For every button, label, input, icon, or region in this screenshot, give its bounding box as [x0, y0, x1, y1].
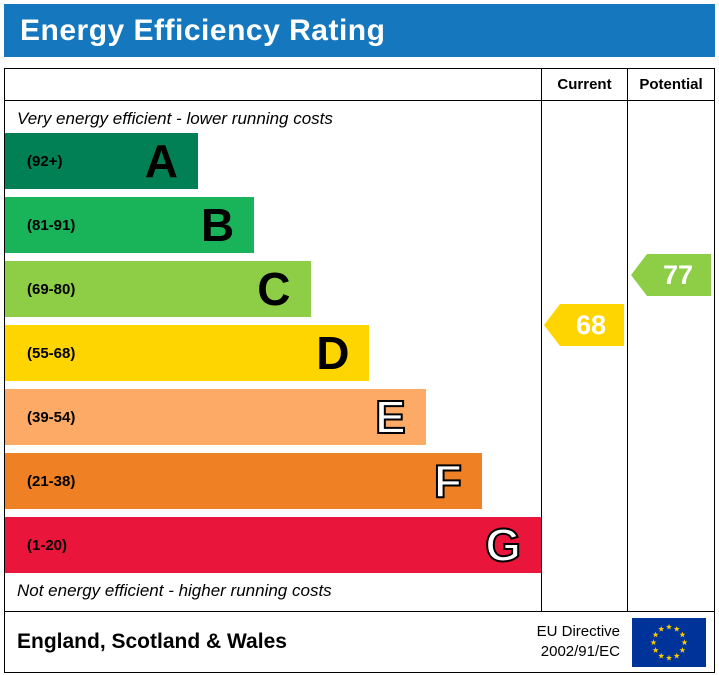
bottom-note: Not energy efficient - higher running co… — [17, 581, 332, 600]
band-row-a: (92+) A — [5, 133, 541, 189]
band-row-f: (21-38) F — [5, 453, 541, 509]
band-row-d: (55-68) D — [5, 325, 541, 381]
eu-directive-line1: EU Directive — [536, 623, 620, 640]
band-letter-b: B — [201, 199, 235, 251]
band-letter-e: E — [374, 391, 407, 443]
band-bar-e: (39-54) E — [5, 389, 426, 445]
top-note: Very energy efficient - lower running co… — [17, 109, 333, 128]
band-row-b: (81-91) B — [5, 197, 541, 253]
potential-rating-marker: 77 — [631, 254, 711, 296]
chart-header-row — [5, 69, 714, 101]
band-range-label-d: (55-68) — [27, 344, 76, 362]
band-range-label-f: (21-38) — [27, 472, 76, 490]
eu-directive-text: EU Directive 2002/91/EC — [537, 622, 620, 662]
band-letter-a: A — [144, 135, 178, 187]
band-bar-b: (81-91) B — [5, 197, 255, 253]
column-header-current: Current — [557, 76, 612, 93]
band-letter-c: C — [257, 263, 291, 315]
rating-chart: Current Potential Very energy efficient … — [4, 68, 715, 612]
column-header-potential: Potential — [639, 76, 703, 93]
banner: Energy Efficiency Rating — [4, 4, 715, 57]
band-letter-d: D — [316, 327, 350, 379]
band-range-label-b: (81-91) — [27, 216, 76, 234]
band-bar-c: (69-80) C — [5, 261, 311, 317]
potential-column-divider — [627, 69, 628, 611]
band-range-label-a: (92+) — [27, 152, 63, 170]
eu-directive-line2: 2002/91/EC — [540, 643, 620, 660]
band-row-g: (1-20) G — [5, 517, 541, 573]
band-row-c: (69-80) C — [5, 261, 541, 317]
band-range-label-g: (1-20) — [27, 536, 68, 554]
current-column-divider — [541, 69, 542, 611]
band-range-label-e: (39-54) — [27, 408, 76, 426]
footer-right: EU Directive 2002/91/EC — [537, 617, 714, 667]
band-range-label-c: (69-80) — [27, 280, 76, 298]
band-bar-d: (55-68) D — [5, 325, 370, 381]
potential-rating-value: 77 — [662, 259, 694, 290]
footer: England, Scotland & Wales EU Directive 2… — [4, 611, 715, 673]
band-bar-f: (21-38) F — [5, 453, 483, 509]
page-title: Energy Efficiency Rating — [20, 13, 386, 47]
band-bars: (92+) A (81-91) B (69-80) C — [5, 133, 541, 573]
band-letter-g: G — [484, 519, 522, 571]
current-rating-marker: 68 — [544, 304, 624, 346]
current-rating-value: 68 — [575, 309, 607, 340]
band-bar-g: (1-20) G — [5, 517, 541, 573]
band-letter-f: F — [433, 455, 463, 507]
bands-column: Very energy efficient - lower running co… — [5, 101, 541, 601]
band-row-e: (39-54) E — [5, 389, 541, 445]
region-label: England, Scotland & Wales — [17, 630, 287, 653]
band-bar-a: (92+) A — [5, 133, 198, 189]
eu-flag-icon — [632, 617, 706, 667]
